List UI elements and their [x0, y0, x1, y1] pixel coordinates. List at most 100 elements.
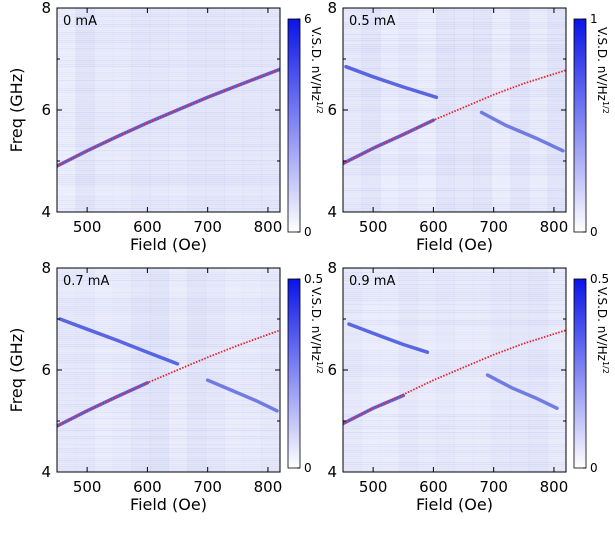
- background-stripe: [343, 162, 566, 164]
- background-stripe: [57, 70, 280, 71]
- background-stripe: [57, 126, 280, 128]
- background-stripe: [343, 96, 566, 98]
- background-stripe: [57, 396, 280, 398]
- background-stripe: [57, 432, 280, 433]
- background-column: [380, 268, 400, 472]
- background-stripe: [57, 86, 280, 87]
- background-stripe: [57, 276, 280, 278]
- background-stripe: [343, 382, 566, 384]
- mode-band: [205, 378, 279, 413]
- background-stripe: [57, 208, 280, 210]
- background-stripe: [343, 188, 566, 190]
- background-stripe: [57, 160, 280, 162]
- background-stripe: [57, 394, 280, 396]
- background-column: [57, 8, 77, 212]
- background-column: [491, 8, 511, 212]
- background-stripe: [343, 462, 566, 464]
- colorbar-label: V.S.D. nV/Hz1/2: [595, 287, 610, 374]
- x-tick-label: 800: [254, 478, 283, 496]
- y-axis-label: Freq (GHz): [7, 68, 26, 153]
- background-stripe: [343, 100, 566, 102]
- background-stripe: [343, 48, 566, 50]
- background-stripe: [57, 66, 280, 68]
- background-column: [528, 8, 548, 212]
- background-stripe: [57, 426, 280, 427]
- background-column: [528, 268, 548, 472]
- background-stripe: [57, 186, 280, 187]
- y-tick-label: 8: [41, 0, 51, 17]
- background-stripe: [343, 470, 566, 472]
- fit-line: [57, 329, 280, 427]
- background-stripe: [57, 348, 280, 349]
- background-stripe: [343, 88, 566, 90]
- background-stripe: [343, 308, 566, 309]
- background-stripe: [57, 198, 280, 199]
- background-stripe: [343, 454, 566, 455]
- background-stripe: [57, 154, 280, 156]
- background-stripe: [57, 84, 280, 85]
- panel: 500 600 700 800 4 6 8 0.7 mA Field (Oe) Freq (GHz…: [7, 259, 324, 514]
- background-column: [187, 268, 207, 472]
- background-stripe: [57, 342, 280, 344]
- background-stripe: [343, 60, 566, 62]
- background-stripe: [57, 414, 280, 415]
- background-stripe: [343, 448, 566, 449]
- background-column: [510, 8, 530, 212]
- background-stripe: [343, 304, 566, 306]
- background-stripe: [343, 364, 566, 366]
- background-stripe: [343, 90, 566, 92]
- background-stripe: [57, 318, 280, 320]
- y-tick-label: 4: [327, 203, 337, 221]
- background-stripe: [57, 284, 280, 286]
- background-stripe: [57, 456, 280, 457]
- background-stripe: [57, 172, 280, 173]
- y-tick-label: 6: [327, 101, 337, 119]
- background-column: [454, 268, 474, 472]
- background-stripe: [343, 8, 566, 10]
- background-stripe: [343, 286, 566, 288]
- background-stripe: [343, 160, 566, 162]
- background-stripe: [343, 206, 566, 208]
- x-axis-label: Field (Oe): [130, 495, 207, 514]
- colorbar-label: V.S.D. nV/Hz1/2: [309, 27, 324, 114]
- background-column: [261, 268, 280, 472]
- background-stripe: [343, 452, 566, 454]
- background-stripe: [57, 94, 280, 95]
- background-stripe: [57, 54, 280, 55]
- background-stripe: [57, 180, 280, 182]
- background-stripe: [343, 350, 566, 352]
- background-stripe: [57, 368, 280, 370]
- background-stripe: [343, 306, 566, 307]
- background-stripe: [343, 198, 566, 200]
- background-stripe: [343, 380, 566, 381]
- background-stripe: [57, 116, 280, 118]
- background-stripe: [343, 126, 566, 128]
- colorbar-tick-label: 0: [590, 225, 598, 239]
- background-stripe: [57, 380, 280, 382]
- background-stripe: [57, 174, 280, 176]
- background-stripe: [57, 36, 280, 38]
- background-stripe: [57, 418, 280, 420]
- background-stripe: [57, 80, 280, 82]
- background-stripe: [57, 424, 280, 426]
- background-stripe: [57, 438, 280, 440]
- series: [343, 322, 566, 426]
- background-stripe: [343, 178, 566, 179]
- background-stripe: [57, 452, 280, 454]
- background-stripe: [343, 458, 566, 459]
- background-stripe: [57, 290, 280, 291]
- background-stripe: [343, 366, 566, 368]
- background-column: [547, 268, 566, 472]
- background-column: [473, 8, 493, 212]
- x-tick-label: 700: [479, 218, 508, 236]
- background-column: [224, 268, 244, 472]
- y-tick-label: 6: [41, 361, 51, 379]
- background-stripe: [343, 290, 566, 292]
- background-stripe: [57, 34, 280, 36]
- background-column: [149, 268, 169, 472]
- background-stripe: [57, 168, 280, 170]
- background-stripe: [57, 106, 280, 108]
- background-stripe: [343, 98, 566, 99]
- background-stripe: [343, 72, 566, 73]
- background-stripe: [343, 270, 566, 271]
